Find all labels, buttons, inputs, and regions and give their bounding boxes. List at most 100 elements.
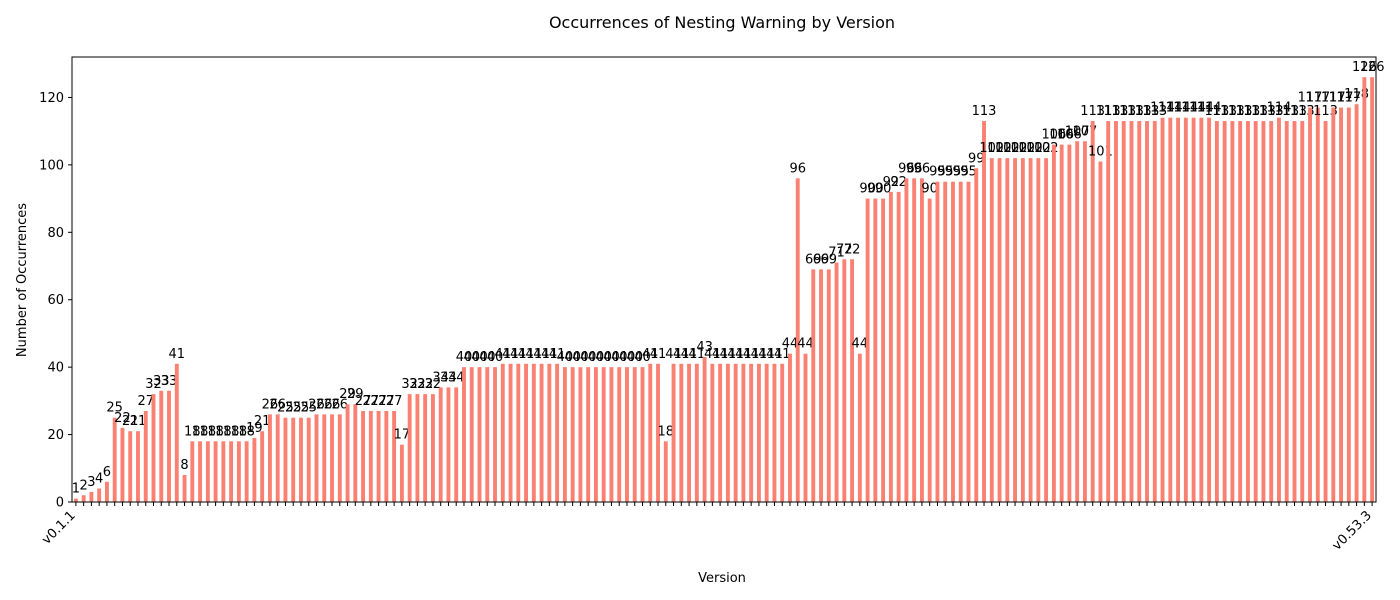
value-label: 18: [238, 424, 255, 439]
bar: [547, 363, 552, 502]
bar: [446, 387, 451, 502]
bar: [260, 431, 265, 502]
value-label: 40: [580, 350, 597, 365]
value-label: 96: [898, 161, 915, 176]
bar: [881, 198, 886, 502]
chart-title: Occurrences of Nesting Warning by Versio…: [549, 13, 895, 32]
x-axis-label: Version: [698, 571, 746, 586]
value-label: 44: [797, 337, 814, 352]
bar: [966, 181, 971, 502]
value-label: 102: [1003, 141, 1028, 156]
value-label: 41: [642, 347, 659, 362]
bar: [1005, 158, 1010, 503]
bar: [531, 363, 536, 502]
value-label: 41: [549, 347, 566, 362]
value-label: 117: [1329, 91, 1354, 106]
bar: [617, 367, 622, 502]
bar: [989, 158, 994, 503]
bar: [570, 367, 575, 502]
value-label: 26: [332, 397, 349, 412]
value-label: 27: [370, 394, 387, 409]
bar: [803, 353, 808, 502]
value-label: 6: [103, 465, 111, 480]
value-label: 113: [1080, 104, 1105, 119]
value-label: 40: [595, 350, 612, 365]
bar: [857, 353, 862, 502]
bar: [112, 417, 117, 502]
bar: [1036, 158, 1041, 503]
bar: [423, 394, 428, 502]
bar: [982, 121, 986, 502]
value-label: 27: [386, 394, 403, 409]
bar: [710, 363, 715, 502]
value-label: 26: [269, 397, 286, 412]
bar: [1051, 144, 1056, 502]
value-label: 113: [1228, 104, 1253, 119]
bar: [974, 168, 979, 502]
value-label: 26: [316, 397, 333, 412]
value-label: 41: [712, 347, 729, 362]
bar: [694, 363, 699, 502]
y-tick-label: 120: [39, 91, 64, 106]
bar: [376, 410, 381, 502]
value-label: 40: [456, 350, 473, 365]
y-tick-label: 100: [39, 158, 64, 173]
value-label: 18: [231, 424, 248, 439]
value-label: 106: [1057, 128, 1082, 143]
value-label: 95: [945, 165, 962, 180]
bar: [469, 367, 474, 502]
bar: [485, 367, 490, 502]
bar: [1339, 107, 1344, 503]
bar: [322, 414, 327, 502]
value-label: 117: [1305, 91, 1330, 106]
value-label: 18: [207, 424, 224, 439]
value-label: 41: [495, 347, 512, 362]
bar: [306, 417, 311, 502]
value-label: 107: [1065, 124, 1090, 139]
bar: [562, 367, 567, 502]
value-label: 44: [852, 337, 869, 352]
value-label: 26: [308, 397, 325, 412]
value-label: 32: [425, 377, 442, 392]
value-label: 113: [1119, 104, 1144, 119]
bar: [904, 178, 909, 502]
value-label: 32: [417, 377, 434, 392]
value-label: 117: [1321, 91, 1346, 106]
value-label: 27: [378, 394, 395, 409]
value-label: 25: [300, 401, 317, 416]
bar: [462, 367, 466, 502]
bar: [430, 394, 435, 502]
bar: [873, 198, 878, 502]
value-label: 72: [836, 242, 853, 257]
value-label: 72: [844, 242, 861, 257]
value-label: 41: [681, 347, 698, 362]
value-label: 90: [921, 182, 938, 197]
bar: [912, 178, 917, 502]
bar: [159, 390, 164, 502]
value-label: 29: [339, 387, 356, 402]
value-label: 18: [192, 424, 209, 439]
y-tick-label: 80: [47, 226, 64, 241]
value-label: 21: [122, 414, 139, 429]
bar: [865, 198, 870, 502]
bar: [1075, 141, 1080, 502]
y-tick-label: 40: [47, 361, 64, 376]
bar: [958, 181, 963, 502]
value-label: 102: [1026, 141, 1051, 156]
bar: [888, 191, 893, 502]
value-label: 34: [448, 370, 465, 385]
value-label: 41: [169, 347, 186, 362]
value-label: 99: [968, 151, 985, 166]
bar: [593, 367, 598, 502]
bar: [252, 437, 257, 502]
value-label: 40: [557, 350, 574, 365]
value-label: 113: [1127, 104, 1152, 119]
value-label: 113: [1212, 104, 1237, 119]
bar: [1362, 77, 1367, 503]
value-label: 41: [673, 347, 690, 362]
value-label: 114: [1150, 101, 1175, 116]
bar: [632, 367, 637, 502]
bar: [1370, 77, 1375, 503]
value-label: 114: [1158, 101, 1183, 116]
